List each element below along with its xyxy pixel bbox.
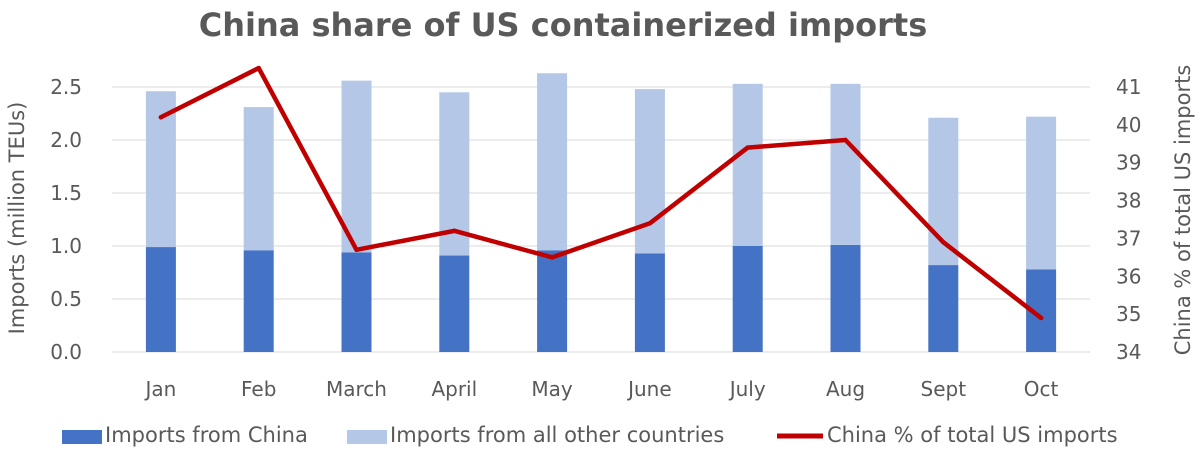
legend-share-label: China % of total US imports xyxy=(827,423,1118,447)
left-axis-ticks: 0.0 0.5 1.0 1.5 2.0 2.5 xyxy=(50,75,82,364)
y2-tick-label: 40 xyxy=(1116,113,1141,137)
line-point xyxy=(256,65,261,71)
legend-china: Imports from China xyxy=(62,423,308,447)
line-point xyxy=(1038,315,1044,321)
legend: Imports from China Imports from all other… xyxy=(62,423,1118,447)
bar-china xyxy=(537,250,568,352)
bar-china xyxy=(928,265,959,352)
x-tick-label: April xyxy=(431,377,477,401)
line-point xyxy=(647,221,653,226)
gridlines xyxy=(112,86,1090,353)
bar-china xyxy=(439,255,470,352)
line-point xyxy=(452,228,457,234)
bar-other xyxy=(341,80,372,253)
y-tick-label: 0.0 xyxy=(50,340,82,364)
bar-other xyxy=(1026,116,1057,270)
y2-tick-label: 37 xyxy=(1116,226,1141,250)
y2-tick-label: 34 xyxy=(1116,340,1141,364)
y2-tick-label: 36 xyxy=(1116,264,1141,288)
bar-other xyxy=(537,73,568,251)
y2-tick-label: 35 xyxy=(1116,302,1141,326)
chart-title: China share of US containerized imports xyxy=(199,6,928,44)
bars xyxy=(145,73,1057,352)
y-tick-label: 1.0 xyxy=(50,234,82,258)
y-axis-label: Imports (million TEUs) xyxy=(5,102,29,335)
x-tick-label: June xyxy=(626,377,672,401)
legend-other-swatch xyxy=(347,430,387,444)
x-tick-label: Feb xyxy=(241,377,276,401)
y2-tick-label: 38 xyxy=(1116,189,1141,213)
line-point xyxy=(354,247,359,252)
bar-china xyxy=(830,244,861,352)
y2-tick-label: 39 xyxy=(1116,151,1141,175)
x-tick-label: Oct xyxy=(1024,377,1059,401)
bar-china xyxy=(243,250,274,352)
y-tick-label: 1.5 xyxy=(50,181,82,205)
y-tick-label: 0.5 xyxy=(50,287,82,311)
y-tick-label: 2.5 xyxy=(50,75,82,99)
x-tick-label: Sept xyxy=(921,377,967,401)
line-series xyxy=(158,65,1044,321)
line-point xyxy=(941,240,946,245)
bar-china xyxy=(634,253,665,352)
x-axis-ticks: Jan Feb March April May June July Aug Sept Oct xyxy=(143,377,1058,401)
legend-share: China % of total US imports xyxy=(777,423,1118,447)
x-tick-label: Aug xyxy=(826,377,865,401)
y2-axis-label: China % of total US imports xyxy=(1171,65,1195,356)
china-share-line xyxy=(158,65,1044,321)
x-tick-label: Jan xyxy=(143,377,176,401)
legend-china-swatch xyxy=(62,430,102,444)
bar-china xyxy=(732,246,763,352)
x-tick-label: May xyxy=(531,377,573,401)
line-point xyxy=(745,145,750,150)
line-point xyxy=(158,115,164,120)
bar-other xyxy=(145,91,176,248)
line-point xyxy=(843,137,848,143)
legend-other: Imports from all other countries xyxy=(347,423,724,447)
y-tick-label: 2.0 xyxy=(50,128,82,152)
bar-other xyxy=(732,83,763,246)
x-tick-label: March xyxy=(326,377,387,401)
y2-tick-label: 41 xyxy=(1116,75,1141,99)
bar-china xyxy=(145,247,176,352)
x-tick-label: July xyxy=(728,377,766,401)
bar-other xyxy=(830,83,861,245)
legend-china-label: Imports from China xyxy=(105,423,308,447)
line-point xyxy=(549,255,555,260)
right-axis-ticks: 34 35 36 37 38 39 40 41 xyxy=(1116,75,1141,364)
bar-other xyxy=(243,107,274,251)
bar-china xyxy=(341,252,372,352)
legend-other-label: Imports from all other countries xyxy=(390,423,724,447)
bar-other xyxy=(439,92,470,256)
